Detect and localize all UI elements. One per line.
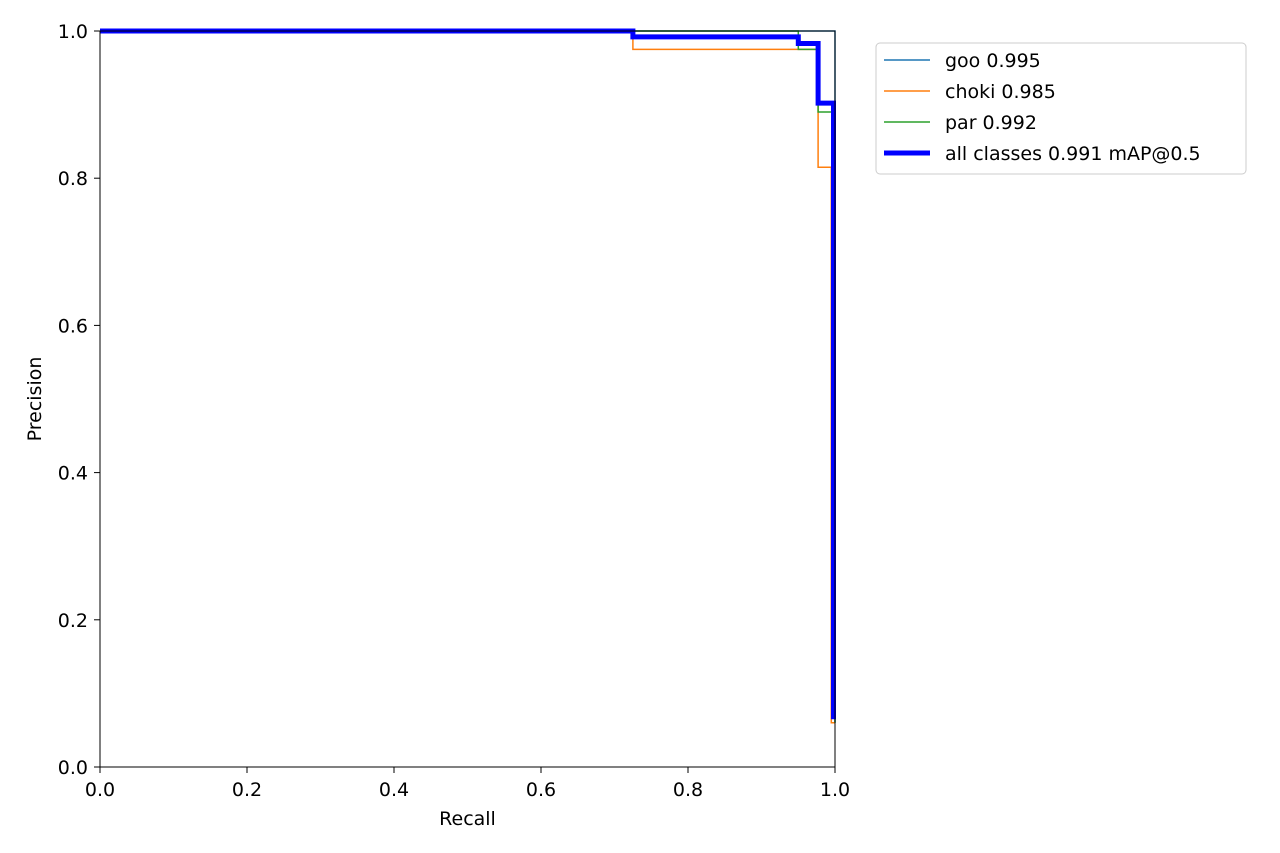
y-tick-label: 0.0 <box>58 757 88 779</box>
legend-label-par: par 0.992 <box>945 112 1037 134</box>
legend-label-choki: choki 0.985 <box>945 81 1056 103</box>
y-tick-label: 0.2 <box>58 610 88 632</box>
x-tick-label: 0.0 <box>85 779 115 801</box>
x-tick-label: 0.8 <box>673 779 703 801</box>
y-tick-label: 0.4 <box>58 463 88 485</box>
y-tick-label: 1.0 <box>58 21 88 43</box>
y-axis-label: Precision <box>24 357 46 442</box>
x-tick-label: 0.4 <box>379 779 409 801</box>
x-axis-label: Recall <box>439 808 496 830</box>
ticks-layer: 0.0 0.2 0.4 0.6 0.8 1.0 0.0 0.2 0.4 0.6 0.8 1.0 <box>58 21 850 801</box>
y-tick-label: 0.8 <box>58 168 88 190</box>
legend-box <box>875 42 1247 175</box>
series-line-all <box>100 28 836 720</box>
plot-frame <box>99 30 836 768</box>
x-tick-label: 0.6 <box>526 779 556 801</box>
legend-label-all-classes: all classes 0.991 mAP@0.5 <box>945 143 1201 165</box>
x-tick-label: 0.2 <box>232 779 262 801</box>
legend: goo 0.995 choki 0.985 par 0.992 all clas… <box>875 42 1247 175</box>
legend-label-goo: goo 0.995 <box>945 50 1041 72</box>
x-tick-label: 1.0 <box>820 779 850 801</box>
y-tick-label: 0.6 <box>58 315 88 337</box>
